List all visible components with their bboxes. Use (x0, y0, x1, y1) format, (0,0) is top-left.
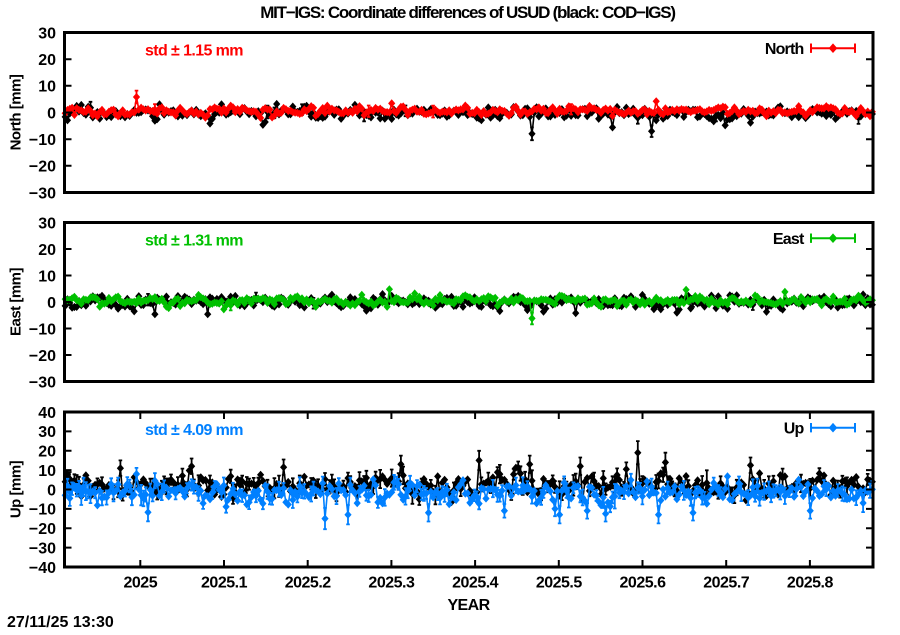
svg-text:20: 20 (38, 444, 56, 461)
svg-text:2025.2: 2025.2 (285, 575, 332, 592)
svg-text:North: North (765, 41, 804, 58)
svg-text:0: 0 (47, 295, 56, 312)
svg-text:40: 40 (38, 405, 56, 422)
svg-text:−10: −10 (29, 502, 56, 519)
svg-text:2025.1: 2025.1 (201, 575, 248, 592)
svg-text:−40: −40 (29, 560, 56, 577)
svg-text:YEAR: YEAR (447, 597, 490, 614)
svg-text:−10: −10 (29, 132, 56, 149)
svg-text:Up [mm]: Up [mm] (8, 460, 25, 518)
svg-text:std ± 1.31 mm: std ± 1.31 mm (145, 232, 243, 249)
svg-text:20: 20 (38, 242, 56, 259)
svg-text:10: 10 (38, 79, 56, 96)
svg-text:2025.5: 2025.5 (536, 575, 583, 592)
svg-text:2025.6: 2025.6 (620, 575, 667, 592)
svg-text:East: East (773, 231, 805, 248)
svg-text:std ± 1.15 mm: std ± 1.15 mm (145, 42, 243, 59)
svg-text:−30: −30 (29, 185, 56, 202)
svg-text:20: 20 (38, 52, 56, 69)
svg-text:2025: 2025 (124, 575, 158, 592)
svg-text:East [mm]: East [mm] (8, 267, 25, 336)
svg-text:27/11/25 13:30: 27/11/25 13:30 (7, 614, 114, 630)
svg-text:−10: −10 (29, 321, 56, 338)
svg-text:30: 30 (38, 215, 56, 232)
svg-text:Up: Up (784, 421, 805, 438)
svg-text:2025.7: 2025.7 (703, 575, 750, 592)
svg-text:0: 0 (47, 105, 56, 122)
svg-text:10: 10 (38, 268, 56, 285)
svg-text:MIT−IGS: Coordinate difference: MIT−IGS: Coordinate differences of USUD … (260, 3, 675, 22)
svg-text:−20: −20 (29, 159, 56, 176)
svg-text:std ± 4.09 mm: std ± 4.09 mm (145, 422, 243, 439)
svg-text:−30: −30 (29, 374, 56, 391)
svg-text:10: 10 (38, 463, 56, 480)
svg-text:−30: −30 (29, 540, 56, 557)
svg-text:−20: −20 (29, 521, 56, 538)
svg-text:2025.8: 2025.8 (787, 575, 834, 592)
svg-text:30: 30 (38, 25, 56, 42)
svg-text:−20: −20 (29, 348, 56, 365)
svg-text:2025.4: 2025.4 (452, 575, 499, 592)
svg-text:2025.3: 2025.3 (368, 575, 415, 592)
svg-text:30: 30 (38, 424, 56, 441)
svg-text:North [mm]: North [mm] (8, 74, 25, 150)
svg-text:0: 0 (47, 482, 56, 499)
